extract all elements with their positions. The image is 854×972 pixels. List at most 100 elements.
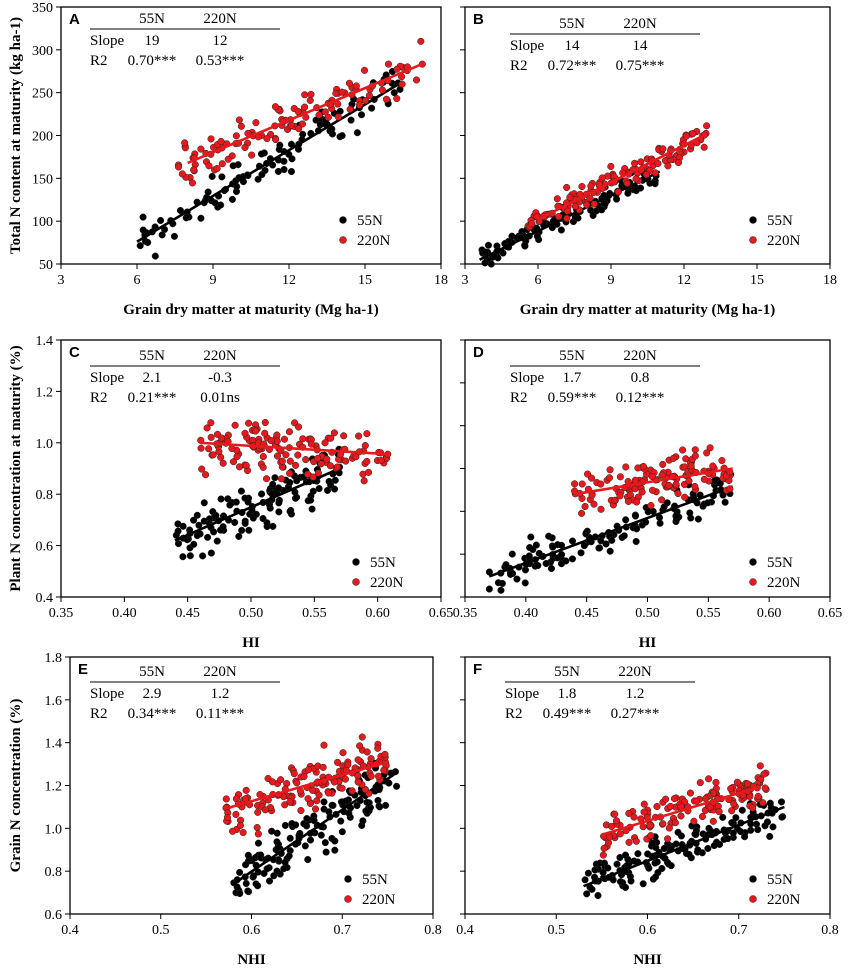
data-point: [706, 444, 714, 452]
data-point: [484, 241, 493, 249]
x-tick-label: 0.8: [821, 923, 839, 938]
series-55n: [172, 445, 344, 561]
data-point: [704, 844, 712, 852]
data-point: [685, 477, 693, 485]
panel-d: D 0.35 0.40 0.45 0.50 0.55 0.60 0.65 HI 55N 220N Sl…: [453, 339, 842, 651]
stats-col-220n: 220N: [203, 11, 237, 27]
legend-label: 55N: [370, 555, 396, 571]
stats-row-label: R2: [510, 390, 528, 406]
data-point: [584, 470, 592, 478]
data-point: [382, 801, 390, 809]
stats-row-label: R2: [90, 390, 108, 406]
data-point: [205, 445, 213, 453]
data-point: [393, 94, 401, 103]
data-point: [266, 504, 274, 512]
stats-value: 19: [145, 33, 160, 49]
data-point: [766, 832, 774, 840]
data-point: [274, 484, 283, 492]
data-point: [228, 444, 236, 453]
data-point: [599, 851, 607, 859]
data-point: [232, 810, 240, 818]
data-point: [625, 809, 633, 817]
data-point: [358, 733, 366, 741]
data-point: [384, 60, 393, 68]
data-point: [692, 797, 701, 805]
data-point: [245, 419, 253, 427]
data-point: [231, 518, 239, 527]
data-point: [715, 808, 723, 816]
data-point: [330, 778, 338, 786]
data-point: [311, 805, 320, 813]
data-point: [674, 489, 682, 498]
series-220n: [524, 122, 711, 231]
data-point: [317, 460, 325, 468]
x-tick-label: 15: [750, 273, 764, 288]
stats-table: 55N 220N Slope 19 12 R2 0.70*** 0.53***: [90, 11, 280, 69]
data-point: [209, 451, 217, 459]
data-point: [233, 453, 241, 461]
data-point: [712, 778, 720, 787]
data-point: [327, 434, 335, 442]
data-point: [257, 150, 266, 158]
data-point: [319, 763, 327, 771]
data-point: [749, 804, 757, 812]
data-point: [254, 830, 262, 838]
data-point: [287, 167, 295, 176]
x-tick-label: 0.7: [334, 923, 352, 938]
data-point: [314, 454, 322, 462]
x-tick-label: 6: [535, 273, 542, 288]
x-tick-label: 0.60: [365, 606, 390, 621]
data-point: [300, 773, 308, 781]
data-point: [338, 784, 346, 792]
data-point: [686, 789, 694, 797]
data-point: [578, 480, 586, 488]
data-point: [647, 832, 655, 840]
data-point: [320, 741, 328, 749]
data-point: [234, 161, 242, 169]
legend: 55N 220N: [749, 555, 801, 591]
data-point: [273, 829, 281, 837]
data-point: [345, 809, 353, 817]
data-point: [241, 143, 249, 152]
data-point: [174, 163, 183, 171]
data-point: [308, 505, 316, 513]
data-point: [265, 877, 274, 885]
data-point: [200, 517, 208, 525]
data-point: [323, 455, 331, 463]
legend-marker-55n: [749, 216, 757, 224]
data-point: [286, 834, 294, 842]
data-point: [218, 160, 226, 168]
data-point: [691, 482, 699, 491]
data-point: [197, 145, 205, 153]
data-point: [228, 195, 236, 203]
data-point: [333, 463, 341, 471]
data-point: [263, 865, 271, 873]
data-point: [236, 889, 244, 898]
data-point: [653, 858, 661, 866]
data-point: [347, 116, 355, 124]
data-point: [367, 772, 375, 780]
data-point: [241, 519, 249, 527]
data-point: [377, 456, 385, 465]
data-point: [210, 528, 218, 536]
data-point: [545, 532, 553, 540]
data-point: [766, 799, 774, 807]
data-point: [204, 533, 212, 541]
legend-label: 220N: [767, 233, 801, 249]
data-point: [562, 557, 570, 565]
y-tick-label: 1.2: [36, 385, 54, 400]
data-point: [332, 89, 340, 97]
data-point: [631, 159, 639, 167]
data-point: [637, 158, 645, 166]
data-point: [181, 139, 189, 147]
data-point: [705, 775, 713, 783]
data-point: [217, 495, 225, 503]
data-point: [594, 891, 602, 900]
stats-row-label: Slope: [90, 33, 125, 49]
stats-value: 0.21***: [128, 390, 177, 406]
series-220n: [599, 762, 770, 859]
stats-value: 1.2: [211, 686, 230, 702]
fit-line-55n: [479, 170, 661, 261]
x-tick-label: 0.4: [456, 923, 474, 938]
stats-value: 2.9: [143, 686, 162, 702]
